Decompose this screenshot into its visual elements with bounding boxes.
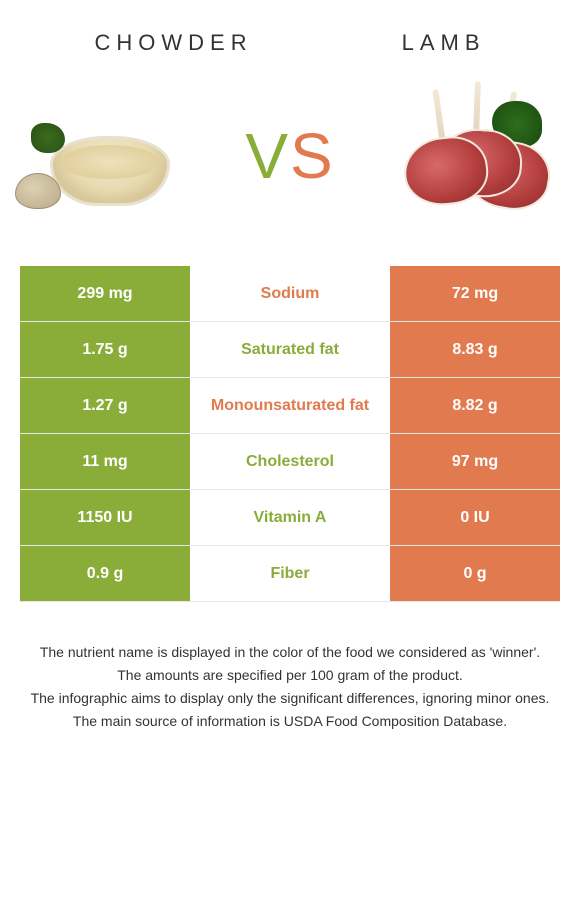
footnote-line: The amounts are specified per 100 gram o…	[20, 665, 560, 686]
cell-nutrient-label: Sodium	[190, 266, 390, 321]
vs-label: VS	[245, 119, 334, 193]
table-row: 1.75 gSaturated fat8.83 g	[20, 322, 560, 378]
lamb-icon	[390, 81, 550, 231]
chowder-image	[30, 81, 190, 231]
cell-nutrient-label: Fiber	[190, 546, 390, 601]
cell-right-value: 0 IU	[390, 490, 560, 545]
cell-nutrient-label: Vitamin A	[190, 490, 390, 545]
cell-right-value: 0 g	[390, 546, 560, 601]
cell-left-value: 11 mg	[20, 434, 190, 489]
title-right: Lamb	[402, 30, 486, 56]
bone-icon	[473, 81, 481, 135]
table-row: 299 mgSodium72 mg	[20, 266, 560, 322]
herb-icon	[31, 123, 65, 153]
bowl-icon	[50, 136, 170, 206]
table-row: 0.9 gFiber0 g	[20, 546, 560, 602]
footnote-line: The main source of information is USDA F…	[20, 711, 560, 732]
cell-right-value: 8.82 g	[390, 378, 560, 433]
table-row: 11 mgCholesterol97 mg	[20, 434, 560, 490]
vs-s: S	[290, 120, 335, 192]
bone-icon	[432, 89, 445, 143]
cell-right-value: 72 mg	[390, 266, 560, 321]
nutrient-table: 299 mgSodium72 mg1.75 gSaturated fat8.83…	[0, 266, 580, 602]
cell-nutrient-label: Saturated fat	[190, 322, 390, 377]
table-row: 1.27 gMonounsaturated fat8.82 g	[20, 378, 560, 434]
header: Chowder Lamb	[0, 0, 580, 66]
table-row: 1150 IUVitamin A0 IU	[20, 490, 560, 546]
cell-nutrient-label: Monounsaturated fat	[190, 378, 390, 433]
infographic-container: Chowder Lamb VS 299 mgSodium72 mg1.75	[0, 0, 580, 904]
clam-icon	[15, 173, 61, 209]
cell-right-value: 97 mg	[390, 434, 560, 489]
cell-nutrient-label: Cholesterol	[190, 434, 390, 489]
footnote-line: The nutrient name is displayed in the co…	[20, 642, 560, 663]
cell-right-value: 8.83 g	[390, 322, 560, 377]
cell-left-value: 299 mg	[20, 266, 190, 321]
cell-left-value: 1.27 g	[20, 378, 190, 433]
cell-left-value: 0.9 g	[20, 546, 190, 601]
vs-v: V	[245, 120, 290, 192]
footnote-line: The infographic aims to display only the…	[20, 688, 560, 709]
footnotes: The nutrient name is displayed in the co…	[0, 602, 580, 754]
images-row: VS	[0, 66, 580, 266]
cell-left-value: 1.75 g	[20, 322, 190, 377]
lamb-image	[390, 81, 550, 231]
title-left: Chowder	[94, 30, 252, 56]
cell-left-value: 1150 IU	[20, 490, 190, 545]
